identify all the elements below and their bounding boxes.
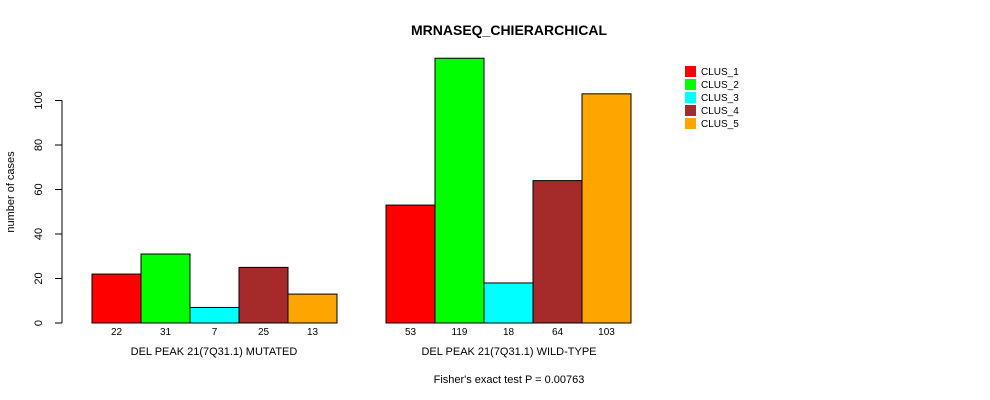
y-axis: 0 20 40 60 80 100 xyxy=(33,91,63,326)
bar-clus-1-group-1 xyxy=(91,273,142,324)
count-label: 13 xyxy=(307,327,319,338)
legend-label-clus-1: CLUS_1 xyxy=(701,67,739,78)
y-tick-label: 20 xyxy=(33,272,45,284)
bar-clus-2-group-1 xyxy=(140,253,191,324)
bar-clus-3-group-1 xyxy=(189,306,240,324)
bar-clus-5-group-1 xyxy=(287,293,338,324)
count-label: 25 xyxy=(258,327,270,338)
count-label: 53 xyxy=(405,327,417,338)
legend-swatch-clus-4 xyxy=(685,105,696,116)
bars-layer xyxy=(91,57,632,324)
count-label: 7 xyxy=(212,327,218,338)
group-label-mutated: DEL PEAK 21(7Q31.1) MUTATED xyxy=(131,346,298,358)
y-axis-label: number of cases xyxy=(5,151,17,233)
legend-swatch-clus-5 xyxy=(685,118,696,129)
bar-clus-2-group-2 xyxy=(434,57,485,324)
y-tick-label: 60 xyxy=(33,183,45,195)
chart-title: MRNASEQ_CHIERARCHICAL xyxy=(411,22,607,38)
legend-swatch-clus-2 xyxy=(685,79,696,90)
y-tick-label: 0 xyxy=(33,320,45,326)
legend-label-clus-3: CLUS_3 xyxy=(701,93,739,104)
count-label: 31 xyxy=(160,327,172,338)
group-label-wild-type: DEL PEAK 21(7Q31.1) WILD-TYPE xyxy=(421,346,596,358)
legend-swatch-clus-3 xyxy=(685,92,696,103)
bar-clus-3-group-2 xyxy=(483,282,534,324)
legend-label-clus-4: CLUS_4 xyxy=(701,106,739,117)
y-tick-label: 80 xyxy=(33,139,45,151)
count-label: 64 xyxy=(552,327,564,338)
y-tick-label: 40 xyxy=(33,228,45,240)
count-label: 119 xyxy=(452,327,468,338)
count-label: 22 xyxy=(111,327,123,338)
legend-swatch-clus-1 xyxy=(685,66,696,77)
bar-clus-1-group-2 xyxy=(385,204,436,324)
legend: CLUS_1 CLUS_2 CLUS_3 CLUS_4 CLUS_5 xyxy=(685,66,739,130)
y-tick-label: 100 xyxy=(33,91,45,109)
count-label: 103 xyxy=(598,327,615,338)
bar-clus-5-group-2 xyxy=(581,93,632,324)
count-labels-layer: 22 31 7 25 13 53 119 18 64 103 xyxy=(111,327,615,338)
legend-label-clus-5: CLUS_5 xyxy=(701,119,739,130)
fisher-test-footnote: Fisher's exact test P = 0.00763 xyxy=(434,374,585,386)
count-label: 18 xyxy=(503,327,515,338)
legend-label-clus-2: CLUS_2 xyxy=(701,80,739,91)
bar-clus-4-group-1 xyxy=(238,266,289,324)
bar-clus-4-group-2 xyxy=(532,180,583,324)
